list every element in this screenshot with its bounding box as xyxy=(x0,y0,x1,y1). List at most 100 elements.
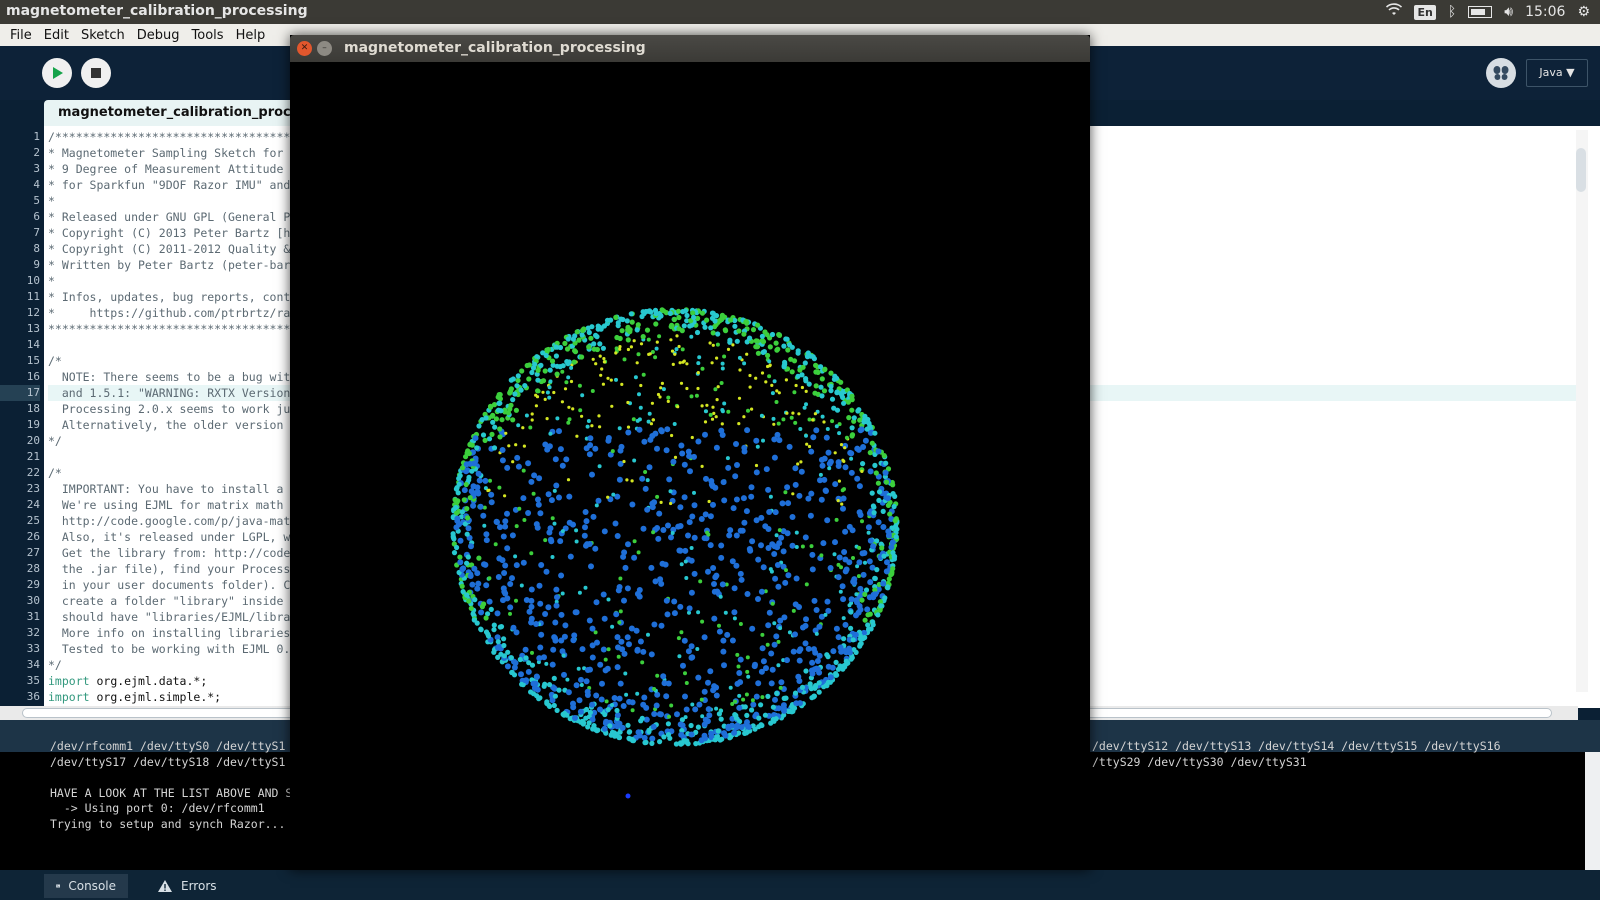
code-line[interactable]: More info on installing libraries xyxy=(48,626,291,640)
code-line[interactable]: the .jar file), find your Process xyxy=(48,562,291,576)
point-cloud-dot xyxy=(678,442,685,449)
code-line[interactable]: import org.ejml.simple.*; xyxy=(48,689,221,705)
code-line[interactable]: NOTE: There seems to be a bug wit xyxy=(48,370,291,384)
menu-help[interactable]: Help xyxy=(235,27,266,43)
point-cloud-dot xyxy=(767,359,772,364)
code-area[interactable]: /***************************************… xyxy=(48,126,1578,708)
code-line[interactable]: http://code.google.com/p/java-mat xyxy=(48,514,291,528)
keyboard-layout-indicator[interactable]: En xyxy=(1414,4,1436,20)
code-line[interactable]: * Written by Peter Bartz (peter-bar xyxy=(48,258,291,272)
point-cloud-dot xyxy=(508,611,512,616)
sketch-window-titlebar[interactable]: ✕ – magnetometer_calibration_processing xyxy=(290,35,1090,62)
point-cloud-dot xyxy=(500,585,507,592)
point-cloud-dot xyxy=(603,657,608,662)
run-button[interactable] xyxy=(42,58,72,88)
point-cloud-dot xyxy=(737,355,742,360)
point-cloud-dot xyxy=(802,405,807,410)
code-line[interactable]: */ xyxy=(48,434,62,448)
point-cloud-dot xyxy=(559,462,566,469)
point-cloud-dot xyxy=(702,511,709,518)
code-line[interactable]: in your user documents folder). C xyxy=(48,578,291,592)
active-app-title: magnetometer_calibration_processing xyxy=(6,3,308,19)
point-cloud-dot xyxy=(658,313,664,319)
code-line[interactable]: should have "libraries/EJML/libra xyxy=(48,610,291,624)
code-line[interactable]: Processing 2.0.x seems to work ju xyxy=(48,402,291,416)
code-line[interactable]: IMPORTANT: You have to install a xyxy=(48,482,284,496)
code-line[interactable]: * Magnetometer Sampling Sketch for xyxy=(48,146,284,160)
point-cloud-dot xyxy=(726,532,733,539)
point-cloud-dot xyxy=(641,438,648,445)
code-line[interactable]: * Copyright (C) 2011-2012 Quality & xyxy=(48,242,291,256)
point-cloud-dot xyxy=(658,580,665,587)
console-scrollbar[interactable] xyxy=(1585,752,1600,870)
code-line[interactable]: We're using EJML for matrix math xyxy=(48,498,284,512)
magnetometer-point-cloud-canvas[interactable] xyxy=(290,62,1090,870)
code-line[interactable]: * Released under GNU GPL (General P xyxy=(48,210,291,224)
code-line[interactable]: * xyxy=(48,274,55,288)
point-cloud-dot xyxy=(847,603,852,608)
menu-debug[interactable]: Debug xyxy=(136,27,180,43)
menu-tools[interactable]: Tools xyxy=(191,27,224,43)
menu-sketch[interactable]: Sketch xyxy=(80,27,125,43)
code-line[interactable]: * https://github.com/ptrbrtz/ra xyxy=(48,306,291,320)
minimize-icon[interactable]: – xyxy=(317,41,332,56)
point-cloud-dot xyxy=(464,560,470,566)
point-cloud-dot xyxy=(885,532,892,539)
battery-icon[interactable] xyxy=(1468,6,1493,18)
menu-file[interactable]: File xyxy=(10,27,32,43)
close-icon[interactable]: ✕ xyxy=(297,41,312,56)
code-line[interactable]: create a folder "library" inside xyxy=(48,594,284,608)
editor-vertical-scrollbar[interactable] xyxy=(1576,130,1588,692)
mode-selector[interactable]: Java ▼ xyxy=(1526,59,1588,87)
point-cloud-dot xyxy=(850,637,856,643)
code-line[interactable]: */ xyxy=(48,658,62,672)
code-line[interactable]: * Copyright (C) 2013 Peter Bartz [h xyxy=(48,226,291,240)
point-cloud-dot xyxy=(833,451,837,455)
point-cloud-dot xyxy=(741,444,748,451)
sketch-window[interactable]: ✕ – magnetometer_calibration_processing xyxy=(290,35,1090,870)
code-line[interactable]: Tested to be working with EJML 0. xyxy=(48,642,291,656)
point-cloud-dot xyxy=(585,724,591,730)
stop-button[interactable] xyxy=(81,58,111,88)
point-cloud-dot xyxy=(508,655,514,661)
point-cloud-dot xyxy=(561,712,567,718)
clock[interactable]: 15:06 xyxy=(1525,4,1566,20)
debugger-button[interactable] xyxy=(1486,58,1516,88)
point-cloud-dot xyxy=(613,314,619,320)
point-cloud-dot xyxy=(499,447,506,453)
code-line[interactable]: Get the library from: http://code xyxy=(48,546,291,560)
code-line[interactable]: /* xyxy=(48,354,62,368)
point-cloud-dot xyxy=(772,621,777,626)
code-line[interactable]: and 1.5.1: "WARNING: RXTX Version xyxy=(48,386,291,400)
point-cloud-dot xyxy=(663,310,669,316)
tab-errors[interactable]: Errors xyxy=(145,874,231,898)
code-line[interactable]: Alternatively, the older version xyxy=(48,418,284,432)
code-line[interactable]: * xyxy=(48,194,55,208)
point-cloud-dot xyxy=(677,547,684,554)
code-line[interactable]: * Infos, updates, bug reports, cont xyxy=(48,290,291,304)
editor-vertical-scroll-thumb[interactable] xyxy=(1576,148,1586,192)
gear-icon[interactable]: ⚙ xyxy=(1577,4,1590,20)
code-line[interactable]: /* xyxy=(48,466,62,480)
code-line[interactable]: * for Sparkfun "9DOF Razor IMU" and xyxy=(48,178,291,192)
code-line[interactable]: Also, it's released under LGPL, w xyxy=(48,530,291,544)
tab-console[interactable]: Console xyxy=(44,874,128,898)
code-text: org.ejml.simple.*; xyxy=(89,690,222,704)
volume-icon[interactable]: 🔊︎ xyxy=(1504,4,1514,20)
line-number: 8 xyxy=(33,242,40,255)
point-cloud-dot xyxy=(671,316,677,323)
wifi-icon[interactable] xyxy=(1386,3,1403,21)
point-cloud-dot xyxy=(643,470,648,474)
menu-edit[interactable]: Edit xyxy=(43,27,69,43)
code-line[interactable]: import org.ejml.data.*; xyxy=(48,673,207,689)
point-cloud-dot xyxy=(872,575,878,582)
point-cloud-dot xyxy=(703,409,708,414)
point-cloud-dot xyxy=(720,422,724,426)
code-line[interactable]: * 9 Degree of Measurement Attitude xyxy=(48,162,284,176)
point-cloud-dot xyxy=(487,403,494,409)
point-cloud-dot xyxy=(753,344,759,350)
point-cloud-dot xyxy=(689,394,694,399)
tab-sketch[interactable]: magnetometer_calibration_processing xyxy=(44,100,294,126)
bluetooth-icon[interactable]: ᛒ xyxy=(1447,4,1457,20)
point-cloud-dot xyxy=(681,461,688,468)
